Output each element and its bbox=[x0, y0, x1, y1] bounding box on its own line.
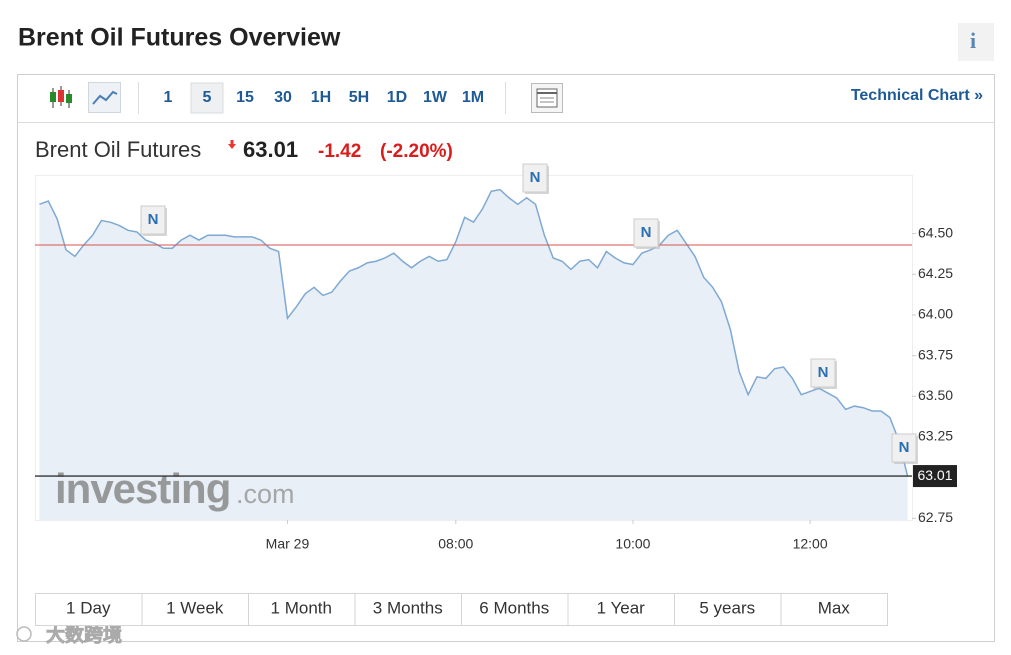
range-button-bg[interactable] bbox=[35, 593, 143, 626]
y-tick-label: 63.50 bbox=[918, 387, 953, 403]
x-tick-label: 10:00 bbox=[615, 536, 650, 552]
technical-chart-link[interactable]: Technical Chart » bbox=[851, 87, 983, 104]
price-line bbox=[39, 188, 909, 477]
range-button[interactable]: 6 Months bbox=[479, 598, 549, 617]
corner-logo bbox=[16, 626, 32, 642]
period-button[interactable]: 1M bbox=[462, 89, 484, 106]
title: Brent Oil Futures Overview bbox=[18, 24, 341, 52]
overlay: 63.01 N N N N N bbox=[35, 163, 957, 488]
news-marker-bg[interactable] bbox=[522, 163, 548, 193]
range-button-bg[interactable] bbox=[354, 593, 462, 626]
range-button[interactable]: Max bbox=[818, 598, 851, 617]
price: 63.01 bbox=[243, 137, 298, 162]
news-marker-bg[interactable] bbox=[140, 205, 166, 235]
range-button[interactable]: 1 Month bbox=[271, 598, 332, 617]
news-marker-bg[interactable] bbox=[633, 218, 659, 248]
instrument-name: Brent Oil Futures bbox=[35, 137, 201, 162]
news-marker[interactable]: N bbox=[899, 439, 910, 456]
period-button[interactable]: 30 bbox=[274, 89, 292, 106]
range-button[interactable]: 1 Year bbox=[597, 598, 646, 617]
range-button[interactable]: 5 years bbox=[699, 598, 755, 617]
y-tick-label: 62.75 bbox=[918, 509, 953, 525]
plot: 62.75 63.25 63.50 63.75 64.00 64.25 64.50 Mar 2… bbox=[35, 188, 953, 552]
period-button[interactable]: 5H bbox=[349, 89, 369, 106]
range-button[interactable]: 1 Week bbox=[166, 598, 224, 617]
period-button[interactable]: 1 bbox=[164, 89, 173, 106]
candle-icon[interactable] bbox=[50, 86, 72, 108]
y-tick-label: 64.25 bbox=[918, 265, 953, 281]
x-tick-label: 08:00 bbox=[438, 536, 473, 552]
news-marker[interactable]: N bbox=[530, 169, 541, 186]
y-tick-label: 63.75 bbox=[918, 346, 953, 362]
y-tick-label: 64.50 bbox=[918, 224, 953, 240]
y-tick-label: 64.00 bbox=[918, 306, 953, 322]
period-button[interactable]: 15 bbox=[236, 89, 254, 106]
line-icon[interactable] bbox=[88, 82, 121, 113]
period-button[interactable]: 1D bbox=[387, 89, 407, 106]
info-button[interactable]: i bbox=[970, 28, 976, 53]
change: -1.42 bbox=[318, 141, 361, 162]
change-percent: (-2.20%) bbox=[380, 141, 453, 162]
news-marker-bg[interactable] bbox=[810, 358, 836, 388]
plot-frame bbox=[35, 175, 913, 521]
x-tick-label: 12:00 bbox=[793, 536, 828, 552]
active-period-bg bbox=[190, 82, 224, 114]
period-button[interactable]: 1W bbox=[423, 89, 448, 106]
watermark-brand: investing bbox=[55, 465, 230, 512]
last-price-label: 63.01 bbox=[917, 467, 952, 483]
news-marker[interactable]: N bbox=[818, 364, 829, 381]
down-arrow bbox=[228, 140, 236, 149]
news-marker[interactable]: N bbox=[148, 211, 159, 228]
layout-icon[interactable] bbox=[531, 83, 563, 113]
period-button[interactable]: 5 bbox=[203, 89, 212, 106]
news-marker-bg[interactable] bbox=[891, 433, 917, 463]
period-button[interactable]: 1H bbox=[311, 89, 331, 106]
range-button[interactable]: 3 Months bbox=[373, 598, 443, 617]
info-button-bg[interactable] bbox=[958, 23, 994, 61]
range-button[interactable]: 1 Day bbox=[66, 598, 111, 617]
last-price-box bbox=[913, 465, 957, 488]
corner-watermark: 大数跨境 bbox=[46, 623, 122, 646]
range-button-bg[interactable] bbox=[248, 593, 356, 626]
range-button-bg[interactable] bbox=[141, 593, 249, 626]
panel bbox=[17, 74, 995, 642]
watermark-suffix: .com bbox=[236, 479, 295, 509]
range-button-bg[interactable] bbox=[461, 593, 569, 626]
x-tick-label: Mar 29 bbox=[266, 536, 310, 552]
y-tick-label: 63.25 bbox=[918, 428, 953, 444]
news-marker[interactable]: N bbox=[641, 224, 652, 241]
range-button-bg[interactable] bbox=[780, 593, 888, 626]
area-fill bbox=[39, 189, 908, 520]
range-button-bg[interactable] bbox=[567, 593, 675, 626]
